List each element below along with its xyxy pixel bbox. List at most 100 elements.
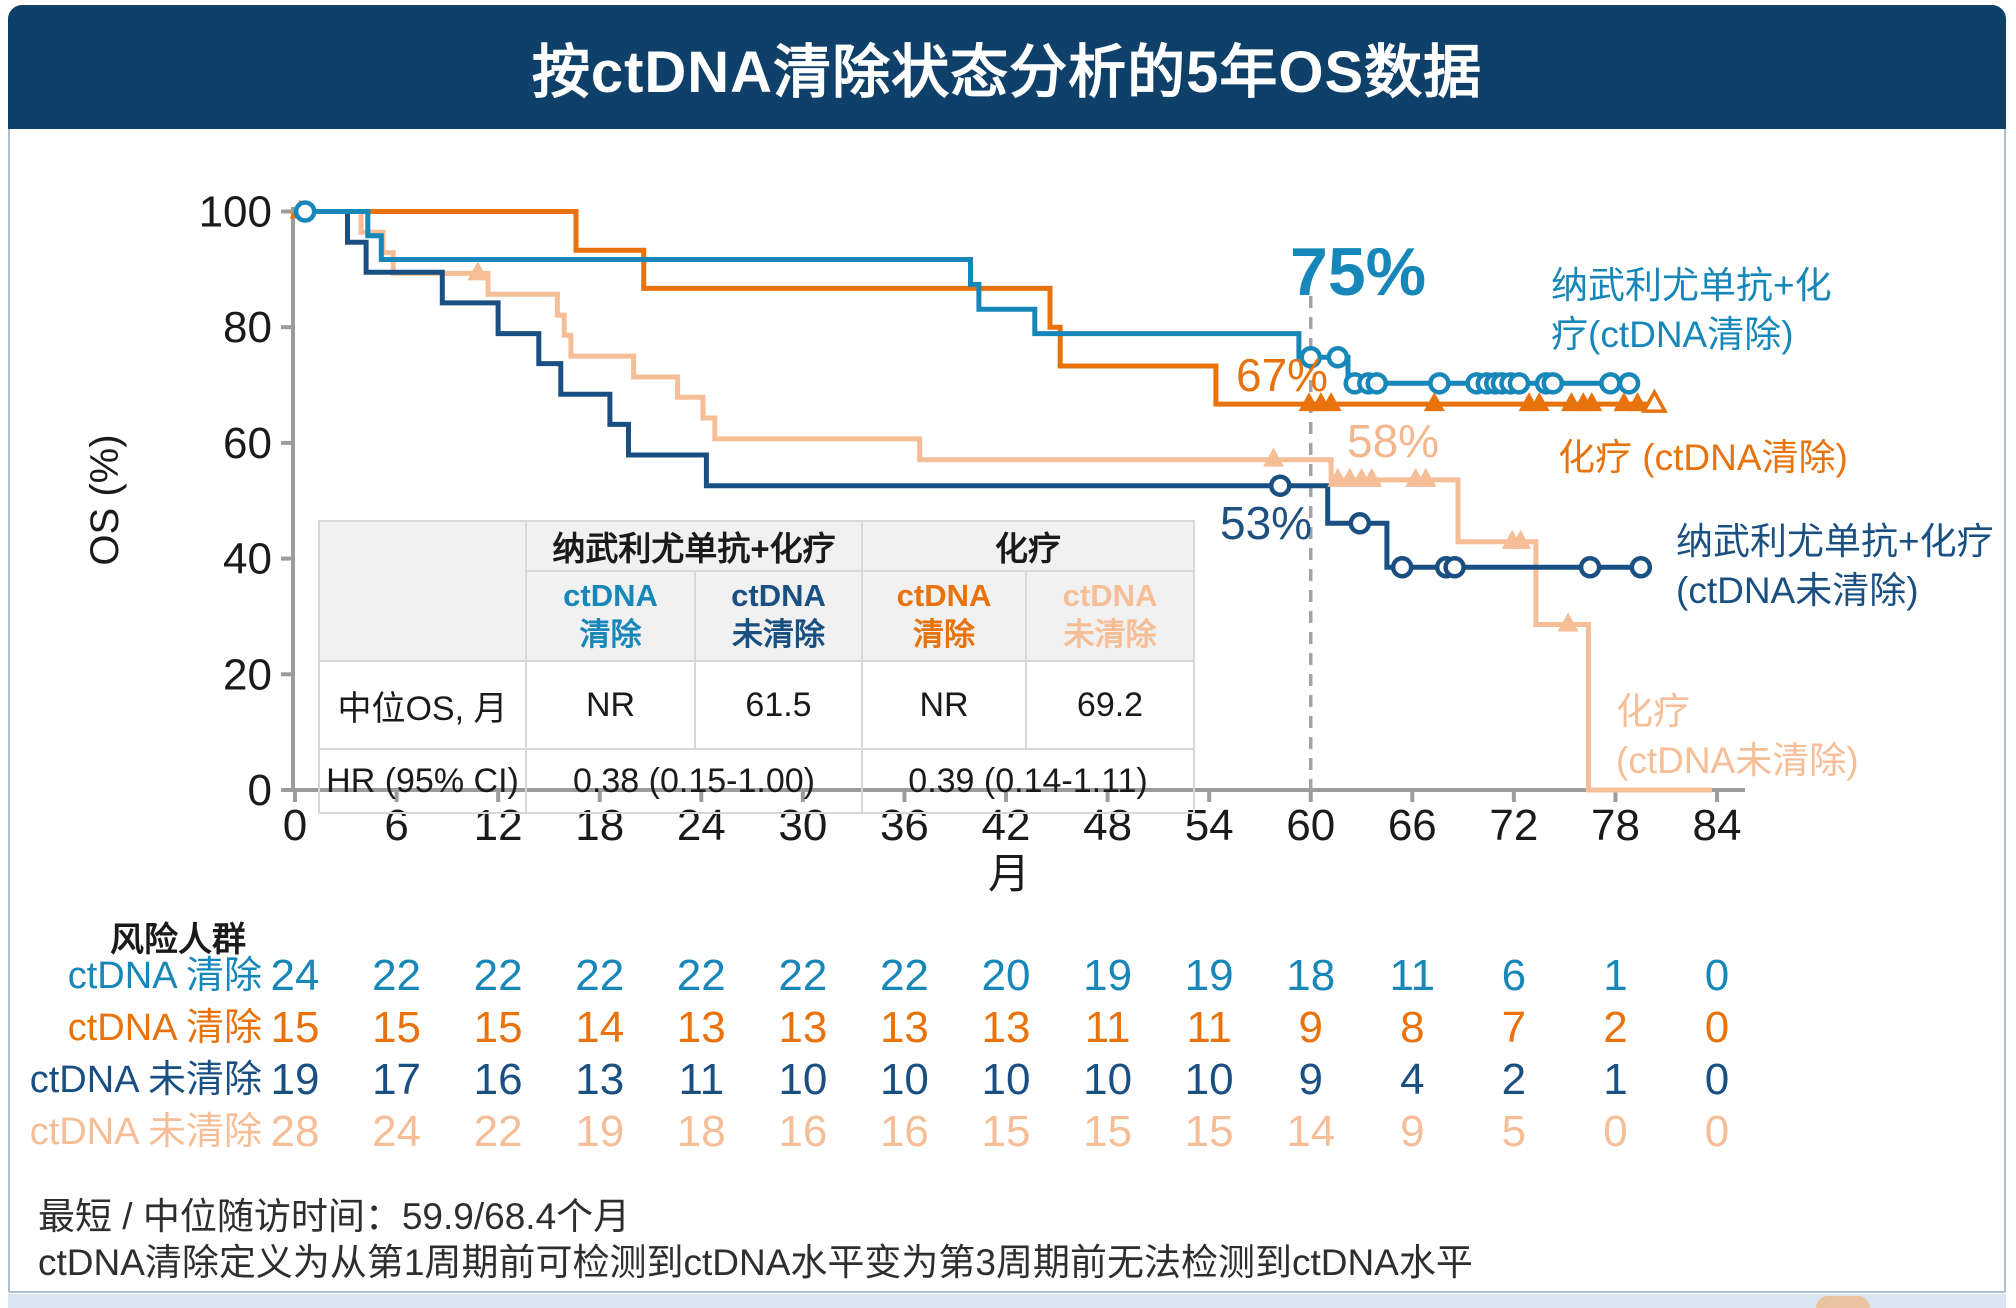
km-curve-0 [295,209,1629,386]
risk-value: 11 [1084,1003,1131,1052]
bottom-logo-fragment [1816,1296,1870,1308]
risk-row-label: ctDNA 清除 [67,1007,262,1049]
risk-value: 13 [981,1003,1031,1052]
risk-value: 22 [575,951,625,1000]
stats-col-chemo-cleared: ctDNA 清除 [861,570,1027,662]
risk-value: 10 [981,1055,1031,1104]
x-tick-label: 66 [1388,801,1437,850]
y-tick-label: 100 [199,188,272,237]
page-title: 按ctDNA清除状态分析的5年OS数据 [531,40,1483,105]
risk-value: 11 [678,1055,725,1104]
km-curve-1 [295,209,1658,407]
risk-value: 15 [1083,1107,1133,1156]
risk-row-label: ctDNA 清除 [67,955,262,997]
risk-value: 8 [1400,1003,1425,1052]
stats-hr-value: 0.38 (0.15-1.00) [525,748,863,814]
stats-blank-cell [318,520,527,662]
censor-circle [1599,372,1622,395]
censor-circle [1326,346,1350,369]
censor-circle [1541,372,1565,395]
risk-value: 22 [879,951,929,1000]
annotation-67pct: 67% [1236,349,1329,401]
censor-triangle [1557,612,1579,632]
x-tick-label: 78 [1591,801,1640,850]
risk-value: 9 [1298,1055,1323,1104]
footnote-followup: 最短 / 中位随访时间：59.9/68.4个月 [38,1196,631,1237]
bottom-strip [8,1294,2006,1308]
risk-value: 17 [372,1055,422,1104]
risk-value: 13 [778,1003,828,1052]
risk-value: 0 [1704,1055,1730,1104]
censor-circle [1428,372,1451,395]
censor-triangle [1415,467,1437,487]
risk-value: 22 [372,951,422,1000]
risk-value: 2 [1501,1055,1527,1104]
stats-col-chemo-not-cleared: ctDNA 未清除 [1025,570,1195,662]
x-axis-label: 月 [988,850,1030,897]
risk-value: 15 [1184,1107,1234,1156]
censor-triangle [1613,392,1635,412]
censor-circle [1390,556,1414,579]
x-tick-label: 84 [1693,801,1742,850]
risk-value: 18 [676,1107,726,1156]
km-curve-3 [295,209,1712,793]
censor-triangle [1262,447,1284,467]
risk-value: 13 [575,1055,625,1104]
title-bar: 按ctDNA清除状态分析的5年OS数据 [8,5,2006,129]
stats-group-nivo: 纳武利尤单抗+化疗 [525,520,863,572]
censor-triangle [1626,392,1648,412]
risk-value: 10 [1184,1055,1234,1104]
stats-median-label: 中位OS, 月 [318,660,527,750]
risk-value: 5 [1501,1107,1527,1156]
risk-value: 15 [372,1003,422,1052]
y-tick-label: 0 [248,766,272,815]
risk-value: 14 [575,1003,625,1052]
os-statistics-table: 纳武利尤单抗+化疗 化疗 ctDNA 清除 ctDNA 未清除 ctDNA 清除… [318,520,1195,814]
censor-circle [1269,474,1292,497]
risk-value: 24 [372,1107,422,1156]
risk-value: 15 [473,1003,523,1052]
risk-value: 14 [1286,1107,1336,1156]
y-tick-label: 20 [223,650,272,699]
risk-row-label: ctDNA 未清除 [29,1059,262,1101]
risk-value: 22 [778,951,828,1000]
legend-chemo-ctdna-cleared: 化疗 (ctDNA清除) [1558,437,1848,478]
annotation-75pct: 75% [1290,234,1427,310]
stats-median-value: 69.2 [1025,660,1195,750]
stats-median-value: 61.5 [694,660,863,750]
censor-triangle [1510,529,1532,549]
risk-value: 16 [879,1107,929,1156]
censor-circle [1629,556,1653,579]
km-curve-2 [295,209,1646,570]
risk-value: 7 [1501,1003,1527,1052]
y-tick-label: 80 [223,303,272,352]
censor-circle [1617,372,1641,395]
risk-value: 13 [879,1003,929,1052]
risk-value: 0 [1704,1003,1730,1052]
censor-triangle [1361,467,1383,487]
x-tick-label: 60 [1286,801,1335,850]
risk-value: 0 [1704,951,1730,1000]
legend-nivo-ctdna-not-cleared: 纳武利尤单抗+化疗 (ctDNA未清除) [1676,521,1994,611]
annotation-58pct: 58% [1347,415,1440,467]
censor-circle [1507,372,1531,395]
legend-nivo-ctdna-cleared: 纳武利尤单抗+化 疗(ctDNA清除) [1551,265,1832,355]
risk-value: 0 [1603,1107,1628,1156]
risk-value: 18 [1286,951,1336,1000]
stats-median-value: NR [525,660,696,750]
censor-triangle [1320,392,1342,412]
risk-value: 9 [1400,1107,1425,1156]
stats-col-nivo-cleared: ctDNA 清除 [525,570,696,662]
stats-median-value: NR [861,660,1027,750]
legend-chemo-ctdna-not-cleared: 化疗 (ctDNA未清除) [1616,691,1859,781]
risk-value: 16 [473,1055,523,1104]
risk-value: 19 [270,1055,320,1104]
risk-value: 0 [1704,1107,1730,1156]
risk-value: 1 [1603,1055,1628,1104]
risk-value: 28 [270,1107,320,1156]
risk-row-label: ctDNA 未清除 [29,1111,262,1153]
censor-circle [1299,346,1322,369]
risk-value: 1 [1603,951,1628,1000]
risk-value: 4 [1400,1055,1425,1104]
